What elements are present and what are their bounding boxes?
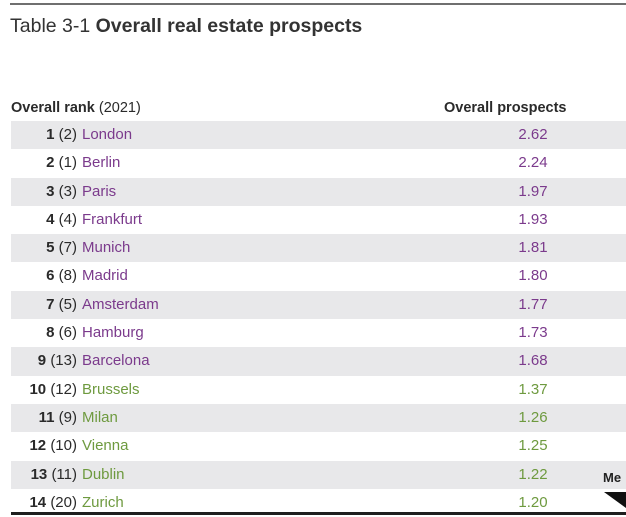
column-header-rank: Overall rank (2021): [11, 100, 141, 116]
table-row: 14 (20) Zurich 1.20: [11, 489, 626, 517]
city-name: Amsterdam: [82, 295, 159, 313]
previous-rank: (4): [58, 210, 77, 228]
city-name: Brussels: [82, 380, 140, 398]
prospects-value: 1.22: [518, 465, 548, 483]
current-rank: 5: [46, 239, 55, 257]
prospects-value: 2.24: [518, 154, 548, 172]
prospects-value: 1.20: [518, 493, 548, 511]
prospects-value: 2.62: [518, 126, 548, 143]
table-row: 8 (6) Hamburg 1.73: [11, 319, 626, 347]
city-name: Paris: [82, 182, 117, 200]
previous-rank: (9): [58, 408, 77, 426]
previous-rank: (11): [51, 465, 77, 483]
table-row: 9 (13) Barcelona 1.68: [11, 347, 626, 376]
current-rank: 1: [46, 126, 55, 143]
city-name: Madrid: [82, 267, 128, 285]
previous-rank: (7): [58, 239, 77, 257]
rank-cell: 1 (2): [46, 126, 77, 143]
previous-rank: (2): [58, 126, 77, 143]
table-row: 4 (4) Frankfurt 1.93: [11, 206, 626, 234]
city-name: Zurich: [82, 493, 124, 511]
prospects-table: 1 (2) London 2.62 2 (1) Berlin 2.24 3 (3) Paris…: [11, 121, 626, 517]
table-row: 5 (7) Munich 1.81: [11, 234, 626, 263]
current-rank: 2: [46, 154, 55, 172]
rank-cell: 12 (10): [29, 437, 77, 454]
table-row: 7 (5) Amsterdam 1.77: [11, 290, 626, 320]
table-number: Table 3-1: [10, 15, 91, 37]
current-rank: 13: [30, 465, 48, 483]
current-rank: 14: [29, 493, 47, 511]
city-name: Milan: [82, 408, 118, 426]
table-row: 10 (12) Brussels 1.37: [11, 376, 626, 404]
city-name: Vienna: [82, 437, 129, 455]
current-rank: 7: [46, 295, 55, 313]
city-name: Munich: [82, 239, 131, 257]
rank-cell: 11 (9): [39, 409, 77, 426]
current-rank: 4: [46, 210, 55, 228]
table-row: 12 (10) Vienna 1.25: [11, 432, 626, 460]
rank-cell: 7 (5): [46, 296, 77, 313]
prospects-value: 1.80: [518, 267, 548, 285]
current-rank: 8: [46, 324, 55, 342]
rank-cell: 8 (6): [46, 324, 77, 341]
previous-rank: (1): [58, 154, 77, 172]
previous-rank: (12): [50, 380, 77, 398]
table-row: 11 (9) Milan 1.26: [11, 403, 626, 433]
city-name: Frankfurt: [82, 210, 143, 228]
rank-cell: 14 (20): [29, 494, 77, 511]
rank-cell: 13 (11): [31, 466, 77, 483]
current-rank: 11: [38, 408, 55, 426]
rank-cell: 9 (13): [38, 352, 77, 369]
current-rank: 12: [29, 437, 47, 455]
prospects-value: 1.77: [518, 295, 548, 313]
city-name: Berlin: [82, 154, 121, 172]
triangle-marker-icon: [604, 492, 626, 508]
table-row: 2 (1) Berlin 2.24: [11, 149, 626, 177]
city-name: London: [82, 126, 133, 143]
previous-rank: (10): [50, 437, 77, 455]
previous-rank: (3): [58, 182, 77, 200]
rank-cell: 2 (1): [46, 154, 77, 171]
prospects-value: 1.81: [518, 239, 548, 257]
rank-header-year: (2021): [98, 100, 141, 116]
previous-rank: (6): [58, 324, 77, 342]
prospects-value: 1.93: [518, 210, 548, 228]
prospects-value: 1.68: [518, 352, 548, 370]
column-header-prospects: Overall prospects: [444, 100, 567, 116]
top-rule: [10, 3, 626, 5]
table-name: Overall real estate prospects: [95, 15, 363, 37]
rank-cell: 3 (3): [46, 183, 77, 200]
previous-rank: (20): [50, 493, 77, 511]
current-rank: 10: [29, 380, 47, 398]
current-rank: 9: [37, 352, 47, 370]
previous-rank: (5): [58, 295, 77, 313]
city-name: Hamburg: [82, 324, 144, 342]
prospects-value: 1.97: [518, 182, 548, 200]
prospects-value: 1.26: [518, 408, 548, 426]
rank-cell: 10 (12): [29, 381, 77, 398]
prospects-value: 1.25: [518, 437, 548, 455]
bottom-rule: [11, 512, 626, 515]
legend-label: Me: [603, 470, 622, 485]
city-name: Dublin: [82, 465, 125, 483]
prospects-value: 1.73: [518, 324, 548, 342]
rank-cell: 4 (4): [46, 211, 77, 228]
table-row: 1 (2) London 2.62: [11, 121, 626, 150]
table-row: 13 (11) Dublin 1.22: [11, 460, 626, 489]
table-row: 6 (8) Madrid 1.80: [11, 262, 626, 290]
rank-cell: 6 (8): [46, 267, 77, 284]
table-row: 3 (3) Paris 1.97: [11, 177, 626, 206]
city-name: Barcelona: [82, 352, 150, 370]
previous-rank: (8): [58, 267, 77, 285]
prospects-value: 1.37: [518, 380, 548, 398]
rank-header-label: Overall rank: [11, 100, 95, 116]
table-title: Table 3-1 Overall real estate prospects: [10, 15, 362, 38]
previous-rank: (13): [50, 352, 77, 370]
current-rank: 6: [46, 267, 55, 285]
current-rank: 3: [46, 182, 55, 200]
rank-cell: 5 (7): [46, 239, 77, 256]
